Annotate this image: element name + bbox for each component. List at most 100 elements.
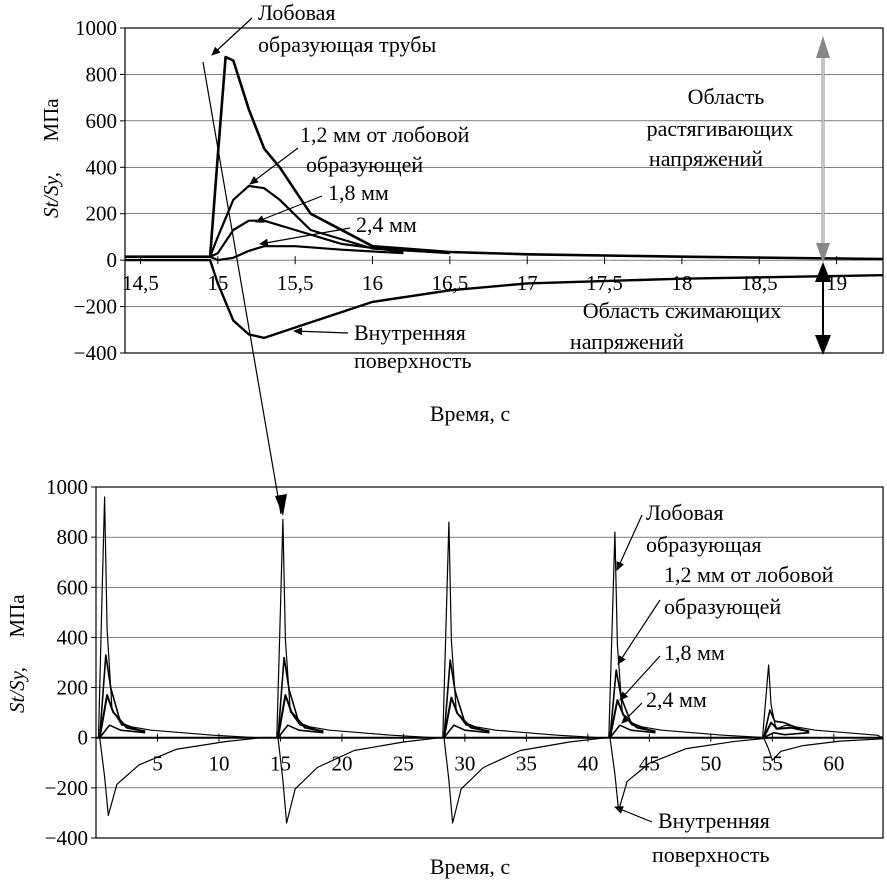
bottom-y-tick-label: −400 [45, 826, 88, 850]
bottom-cycle-2-mm12 [443, 659, 484, 738]
bottom-x-tick-label: 5 [152, 752, 163, 776]
top-ann-front: Лобовая [258, 0, 336, 25]
zoom-connector-head [275, 494, 287, 516]
top-ann-mm12-a: 1,2 мм от лобовой [300, 122, 470, 147]
bottom-xlabel: Время, с [430, 854, 510, 879]
bottom-arrow-mm18 [619, 655, 661, 701]
bottom-cycle-2-mm24 [443, 724, 490, 739]
bottom-cycle-4-inner [763, 737, 884, 761]
top-arrow-inner [293, 327, 349, 336]
bottom-x-ticks: 5 10 15 20 25 30 35 40 45 50 55 60 [152, 733, 844, 776]
bottom-arrow-mm12 [617, 599, 661, 665]
top-ann-front2: образующая трубы [258, 32, 436, 57]
top-arrow-mm18 [255, 195, 323, 223]
top-y-tick-label: −400 [74, 341, 117, 365]
top-plot-frame [124, 27, 884, 354]
bottom-x-tick-label: 50 [700, 752, 721, 776]
top-ylabel-unit: МПа [39, 98, 63, 142]
top-series-line-1 [125, 184, 450, 258]
bottom-ann-inner-b: поверхность [652, 842, 770, 867]
bottom-arrow-inner [614, 806, 653, 823]
tension-arrow-up [816, 36, 830, 58]
top-x-tick-label: 18,5 [741, 271, 778, 295]
bottom-x-tick-label: 30 [454, 752, 475, 776]
top-ann-tension-a: Область [688, 84, 765, 109]
bottom-arrow-front [616, 514, 643, 571]
bottom-y-tick-label: 0 [78, 726, 89, 750]
compress-arrow-up [815, 262, 831, 282]
bottom-cycle-2-front [442, 521, 601, 739]
bottom-x-tick-label: 35 [516, 752, 537, 776]
zoom-connector-arrow [202, 61, 282, 515]
bottom-cycle-3-inner [609, 737, 773, 811]
bottom-cycle-0-inner [99, 737, 263, 816]
bottom-cycle-4-mm24 [763, 731, 810, 739]
top-ann-mm18: 1,8 мм [328, 180, 389, 205]
bottom-ann-mm12-a: 1,2 мм от лобовой [664, 562, 834, 587]
top-y-tick-label: 200 [86, 202, 118, 226]
bottom-arrow-mm24 [621, 702, 643, 724]
bottom-y-tick-label: 800 [57, 525, 89, 549]
top-x-tick-label: 17,5 [586, 271, 623, 295]
top-ann-compress-b: напряжений [570, 329, 684, 354]
bottom-ann-mm18: 1,8 мм [664, 640, 725, 665]
top-x-tick-label: 18 [671, 271, 692, 295]
bottom-ylabel-unit: МПа [5, 594, 29, 638]
bottom-x-tick-label: 55 [762, 752, 783, 776]
bottom-ann-front-b: образующая [646, 532, 761, 557]
top-ann-inner-b: поверхность [354, 348, 472, 373]
tension-arrow-down [816, 243, 830, 263]
top-arrow-mm24 [259, 227, 351, 247]
top-ann-mm12-b: образующей [306, 152, 423, 177]
top-series [125, 55, 884, 340]
top-ylabel: St/Sy, [39, 172, 63, 218]
top-series-line-0 [125, 55, 884, 261]
bottom-plot-frame [95, 486, 884, 839]
bottom-cycle-0-mm18 [98, 694, 146, 738]
bottom-x-tick-label: 25 [393, 752, 414, 776]
top-y-tick-label: 1000 [75, 16, 117, 40]
bottom-ann-mm12-b: образующей [664, 594, 781, 619]
top-x-ticks: 14,5 15 15,5 16 16,5 17 17,5 18 18,5 19 [122, 256, 847, 295]
bottom-y-tick-label: 600 [57, 575, 89, 599]
top-grid [125, 74, 883, 307]
bottom-cycle-2-inner [443, 737, 607, 824]
top-arrow-front [211, 17, 253, 56]
bottom-cycle-0-mm24 [99, 724, 146, 739]
bottom-cycle-1-mm18 [277, 694, 324, 738]
bottom-cycle-1-mm12 [277, 656, 318, 738]
top-x-tick-label: 14,5 [122, 271, 159, 295]
bottom-y-tick-label: 1000 [46, 475, 88, 499]
bottom-x-tick-label: 10 [208, 752, 229, 776]
bottom-ann-inner-a: Внутренняя [658, 808, 770, 833]
bottom-ann-mm24: 2,4 мм [646, 687, 707, 712]
compress-arrow-down [815, 335, 831, 355]
bottom-ylabel: St/Sy, [5, 667, 29, 713]
top-arrow-mm12 [249, 147, 299, 185]
top-ann-mm24: 2,4 мм [356, 212, 417, 237]
bottom-y-tick-label: −200 [45, 776, 88, 800]
top-y-tick-label: 800 [86, 62, 118, 86]
top-series-line-2 [125, 219, 404, 258]
bottom-y-ticks: 1000 800 600 400 200 0 −200 −400 [45, 475, 96, 850]
bottom-cycle-3-mm24 [609, 724, 656, 739]
top-y-tick-label: 400 [86, 155, 118, 179]
bottom-cycle-0-mm12 [98, 654, 140, 738]
bottom-ann-front-a: Лобовая [646, 500, 724, 525]
top-ann-inner-a: Внутренняя [354, 320, 466, 345]
bottom-cycle-1-inner [277, 737, 441, 824]
bottom-cycle-4-mm12 [762, 709, 804, 738]
top-y-tick-label: −200 [74, 295, 117, 319]
bottom-x-tick-label: 60 [823, 752, 844, 776]
bottom-cycle-2-mm18 [443, 696, 490, 738]
bottom-cycle-0-front [97, 496, 256, 739]
bottom-y-tick-label: 200 [57, 676, 89, 700]
bottom-x-tick-label: 40 [577, 752, 598, 776]
top-x-tick-label: 16 [362, 271, 383, 295]
top-series-line-3 [125, 245, 404, 262]
bottom-y-tick-label: 400 [57, 625, 89, 649]
top-ann-tension-c: напряжений [649, 146, 763, 171]
